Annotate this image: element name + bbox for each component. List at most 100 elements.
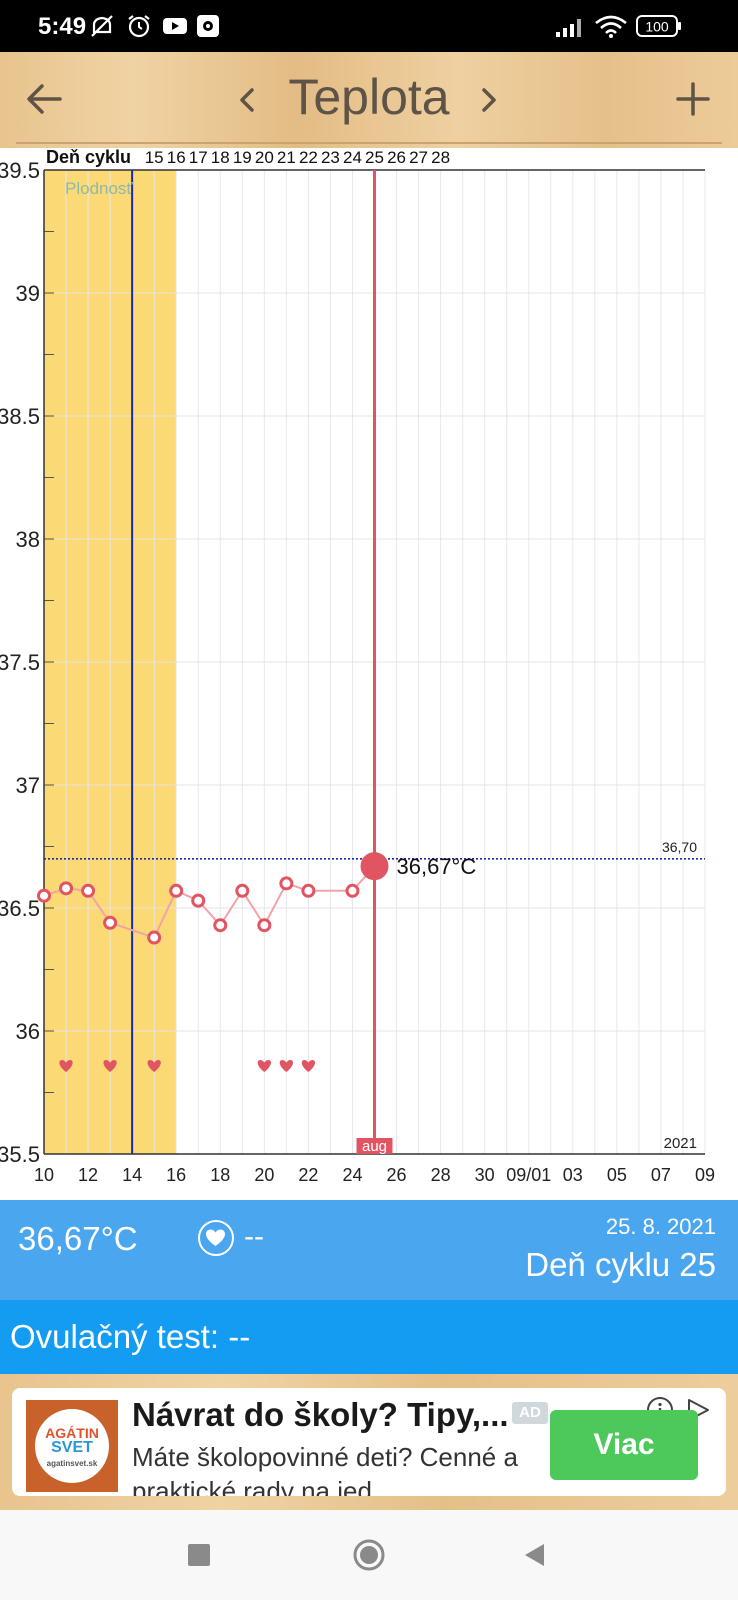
y-tick-label: 39 bbox=[16, 281, 40, 306]
data-point bbox=[301, 883, 316, 898]
y-tick-label: 37.5 bbox=[0, 650, 40, 675]
navigation-bar bbox=[0, 1510, 738, 1600]
temperature-chart[interactable]: 39.5 39 38.5 38 37.5 37 36.5 36 35.510 12 14 16 18 20… bbox=[0, 148, 738, 1200]
y-tick-label: 36.5 bbox=[0, 896, 40, 921]
cycle-day-label: 19 bbox=[233, 148, 252, 167]
notifications-muted-icon bbox=[91, 15, 113, 37]
x-tick-label: 14 bbox=[122, 1165, 142, 1185]
ad-badge: AD bbox=[512, 1402, 548, 1424]
cycle-day-label: 15 bbox=[145, 148, 164, 167]
ad-banner: AGÁTIN SVET agatinsvet.sk Návrat do škol… bbox=[0, 1374, 738, 1510]
circle-icon bbox=[353, 1539, 385, 1571]
data-point bbox=[59, 881, 74, 896]
x-tick-label: 05 bbox=[607, 1165, 627, 1185]
y-tick-label: 37 bbox=[16, 773, 40, 798]
cycle-day-label: 28 bbox=[431, 148, 450, 167]
cycle-day-label: 20 bbox=[255, 148, 274, 167]
square-icon bbox=[188, 1544, 210, 1566]
heart-icon bbox=[59, 1060, 73, 1072]
y-tick-label: 39.5 bbox=[0, 158, 40, 183]
cycle-day-label: 21 bbox=[277, 148, 296, 167]
x-tick-label: 03 bbox=[563, 1165, 583, 1185]
x-tick-label: 22 bbox=[298, 1165, 318, 1185]
cycle-day-label: 22 bbox=[299, 148, 318, 167]
cycle-day-label: 26 bbox=[387, 148, 406, 167]
app-notification-icon bbox=[197, 15, 219, 37]
y-tick-label: 35.5 bbox=[0, 1142, 40, 1167]
status-bar: 5:49 bbox=[0, 0, 738, 52]
ovulation-test-label: Ovulačný test: -- bbox=[10, 1318, 251, 1355]
data-point-current bbox=[360, 852, 389, 881]
ovulation-test-row[interactable]: Ovulačný test: -- bbox=[0, 1300, 738, 1374]
x-tick-label: 16 bbox=[166, 1165, 186, 1185]
x-tick-label: 10 bbox=[34, 1165, 54, 1185]
x-tick-label: 24 bbox=[342, 1165, 362, 1185]
ad-logo[interactable]: AGÁTIN SVET agatinsvet.sk bbox=[26, 1400, 118, 1492]
previous-button[interactable] bbox=[228, 80, 264, 120]
add-button[interactable] bbox=[668, 74, 718, 124]
system-back-button[interactable] bbox=[520, 1540, 550, 1570]
data-point bbox=[81, 883, 96, 898]
header: Teplota bbox=[0, 52, 738, 148]
info-panel[interactable]: 36,67°C -- 25. 8. 2021 Deň cyklu 25 bbox=[0, 1200, 738, 1300]
battery-icon: 100 bbox=[636, 15, 681, 37]
year-label: 2021 bbox=[664, 1135, 697, 1152]
cycle-day-label: 24 bbox=[343, 148, 362, 167]
data-point bbox=[257, 918, 272, 933]
data-point bbox=[191, 893, 206, 908]
ad-card[interactable]: AGÁTIN SVET agatinsvet.sk Návrat do škol… bbox=[12, 1388, 726, 1496]
y-tick-label: 38 bbox=[16, 527, 40, 552]
cycle-day-label: 18 bbox=[211, 148, 230, 167]
youtube-icon bbox=[163, 18, 187, 34]
chevron-right-icon bbox=[482, 88, 496, 112]
x-tick-label: 18 bbox=[210, 1165, 230, 1185]
x-tick-label: 20 bbox=[254, 1165, 274, 1185]
fertility-label: Plodnosť bbox=[65, 179, 133, 198]
recent-apps-button[interactable] bbox=[184, 1540, 214, 1570]
heart-icon[interactable] bbox=[198, 1220, 234, 1256]
chevron-left-icon bbox=[240, 88, 254, 112]
data-point bbox=[235, 883, 250, 898]
intercourse-value: -- bbox=[244, 1220, 264, 1253]
cycle-day-label: 25 bbox=[365, 148, 384, 167]
data-point bbox=[103, 915, 118, 930]
cycle-day-label: 16 bbox=[167, 148, 186, 167]
month-label: aug bbox=[362, 1138, 387, 1155]
next-button[interactable] bbox=[472, 80, 508, 120]
data-point bbox=[345, 883, 360, 898]
x-tick-label: 26 bbox=[387, 1165, 407, 1185]
home-button[interactable] bbox=[352, 1538, 386, 1572]
ad-title[interactable]: Návrat do školy? Tipy,... bbox=[132, 1396, 509, 1433]
cycle-day-label: 27 bbox=[409, 148, 428, 167]
battery-level: 100 bbox=[645, 19, 669, 35]
selected-date: 25. 8. 2021 bbox=[605, 1214, 716, 1239]
cycle-day-label: 17 bbox=[189, 148, 208, 167]
back-button[interactable] bbox=[20, 74, 70, 124]
triangle-back-icon bbox=[525, 1544, 544, 1566]
arrow-left-icon bbox=[27, 84, 62, 114]
x-tick-label: 09/01 bbox=[506, 1165, 551, 1185]
cycle-day-label: 23 bbox=[321, 148, 340, 167]
heart-icon bbox=[147, 1060, 161, 1072]
x-tick-label: 09 bbox=[695, 1165, 715, 1185]
wifi-icon bbox=[595, 15, 627, 38]
month-label-bg bbox=[356, 1138, 393, 1154]
x-tick-label: 30 bbox=[475, 1165, 495, 1185]
page-title: Teplota bbox=[288, 69, 450, 125]
heart-icon bbox=[279, 1060, 293, 1072]
status-time: 5:49 bbox=[38, 13, 87, 40]
cycle-day: Deň cyklu 25 bbox=[525, 1246, 716, 1283]
coverline-label: 36,70 bbox=[662, 839, 697, 855]
signal-icon bbox=[556, 19, 581, 37]
ad-cta-button[interactable]: Viac bbox=[550, 1410, 698, 1480]
x-tick-label: 28 bbox=[431, 1165, 451, 1185]
cycle-day-axis-label: Deň cyklu bbox=[46, 148, 131, 167]
heart-icon bbox=[257, 1060, 271, 1072]
data-point bbox=[169, 883, 184, 898]
x-tick-label: 12 bbox=[78, 1165, 98, 1185]
y-tick-label: 36 bbox=[16, 1019, 40, 1044]
current-temperature: 36,67°C bbox=[18, 1220, 138, 1257]
heart-icon bbox=[103, 1060, 117, 1072]
plus-icon bbox=[676, 82, 710, 116]
